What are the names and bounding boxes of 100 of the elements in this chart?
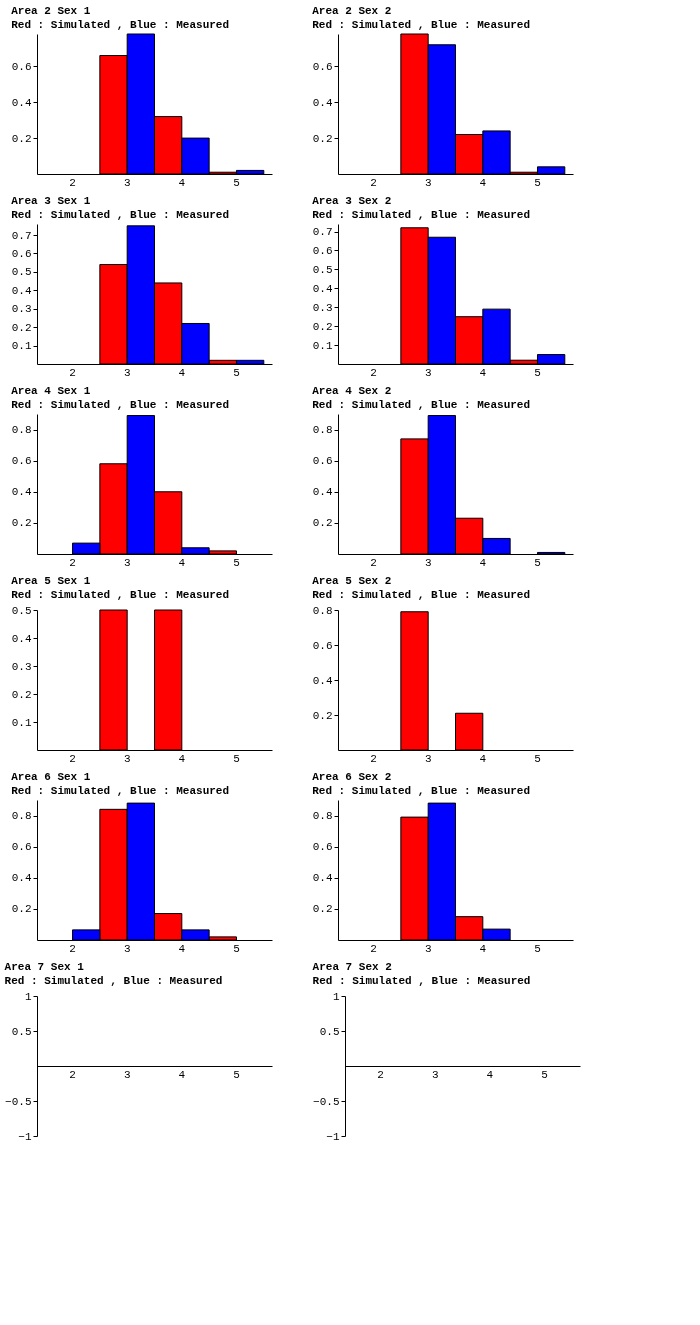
x-tick-label: 5: [233, 752, 240, 765]
x-tick-label: 2: [370, 176, 377, 189]
x-tick-label: 4: [486, 1068, 494, 1081]
y-tick-label: 1: [24, 990, 32, 1003]
y-tick-label: 0.5: [312, 263, 333, 276]
x-tick-label: 4: [479, 556, 487, 569]
y-tick-label: 0.4: [312, 282, 333, 295]
y-tick-label: 0.6: [312, 841, 333, 854]
y-tick-label: 0.5: [319, 1025, 340, 1038]
y-tick-label: 0.6: [11, 247, 32, 260]
x-tick-label: 3: [123, 556, 131, 569]
y-tick-label: 0.6: [312, 455, 333, 468]
x-tick-label: 4: [178, 1068, 186, 1081]
x-tick-label: 3: [123, 366, 131, 379]
y-tick-label: 0.4: [312, 674, 333, 687]
chart-title: Area 5 Sex 1: [11, 575, 91, 587]
x-tick-label: 3: [424, 942, 432, 955]
chart-title: Area 7 Sex 1: [4, 961, 85, 973]
y-tick-label: −0.5: [313, 1095, 340, 1108]
y-tick-label: 0.2: [312, 320, 333, 333]
chart-title: Area 4 Sex 2: [312, 385, 392, 397]
x-tick-label: 3: [431, 1068, 439, 1081]
y-tick-label: 0.2: [312, 132, 333, 145]
x-tick-label: 5: [541, 1068, 548, 1081]
chart-subtitle: Red : Simulated , Blue : Measured: [4, 975, 223, 987]
x-tick-label: 5: [534, 556, 541, 569]
x-tick-label: 2: [69, 556, 76, 569]
y-tick-label: 0.6: [11, 455, 32, 468]
y-tick-label: 0.4: [312, 872, 333, 885]
y-tick-label: 0.6: [312, 60, 333, 73]
x-tick-label: 5: [534, 176, 541, 189]
x-tick-label: 2: [69, 752, 76, 765]
y-tick-label: 0.5: [11, 1025, 32, 1038]
x-tick-label: 4: [479, 942, 487, 955]
x-tick-label: 5: [534, 942, 541, 955]
y-tick-label: 0.4: [11, 632, 32, 645]
y-tick-label: 0.8: [11, 424, 32, 437]
x-tick-label: 5: [233, 942, 240, 955]
chart-title: Area 7 Sex 2: [312, 961, 392, 973]
x-tick-label: 3: [123, 1068, 131, 1081]
y-tick-label: 0.2: [312, 903, 333, 916]
y-tick-label: 0.2: [11, 321, 32, 334]
y-tick-label: 0.4: [312, 96, 333, 109]
chart-subtitle: Red : Simulated , Blue : Measured: [11, 785, 230, 797]
y-tick-label: 0.4: [11, 96, 32, 109]
y-tick-label: 0.5: [11, 604, 32, 617]
y-tick-label: 0.6: [312, 639, 333, 652]
chart-subtitle: Red : Simulated , Blue : Measured: [312, 399, 531, 411]
x-tick-label: 3: [123, 176, 131, 189]
y-tick-label: 0.2: [312, 517, 333, 530]
chart-subtitle: Red : Simulated , Blue : Measured: [11, 399, 230, 411]
x-tick-label: 3: [424, 556, 432, 569]
chart-title: Area 2 Sex 2: [312, 4, 392, 17]
x-tick-label: 2: [370, 942, 377, 955]
y-tick-label: 0.3: [11, 303, 32, 316]
y-tick-label: 0.4: [312, 486, 333, 499]
x-tick-label: 2: [370, 366, 377, 379]
y-tick-label: 0.6: [11, 60, 32, 73]
x-tick-label: 5: [233, 366, 240, 379]
chart-title: Area 3 Sex 2: [312, 195, 392, 207]
y-tick-label: 0.2: [312, 709, 333, 722]
x-tick-label: 4: [178, 176, 186, 189]
y-tick-label: 0.1: [312, 339, 333, 352]
x-tick-label: 3: [424, 176, 432, 189]
x-tick-label: 4: [479, 752, 487, 765]
chart-subtitle: Red : Simulated , Blue : Measured: [312, 589, 531, 601]
y-tick-label: 0.7: [11, 229, 32, 242]
x-tick-label: 2: [69, 176, 76, 189]
y-tick-label: 0.2: [11, 517, 32, 530]
x-tick-label: 5: [233, 556, 240, 569]
y-tick-label: 0.7: [312, 226, 333, 239]
chart-title: Area 4 Sex 1: [11, 385, 91, 397]
y-tick-label: 0.3: [11, 660, 32, 673]
chart-title: Area 5 Sex 2: [312, 575, 392, 587]
y-tick-label: 0.8: [312, 424, 333, 437]
x-tick-label: 2: [69, 1068, 76, 1081]
y-tick-label: 0.6: [312, 244, 333, 257]
x-tick-label: 2: [69, 366, 76, 379]
x-tick-label: 2: [69, 942, 76, 955]
x-tick-label: 2: [370, 752, 377, 765]
y-tick-label: −0.5: [5, 1095, 32, 1108]
x-tick-label: 4: [178, 556, 186, 569]
chart-subtitle: Red : Simulated , Blue : Measured: [312, 209, 531, 221]
x-tick-label: 4: [479, 176, 487, 189]
x-tick-label: 4: [178, 942, 186, 955]
y-tick-label: 0.2: [11, 688, 32, 701]
chart-subtitle: Red : Simulated , Blue : Measured: [11, 209, 230, 221]
chart-title: Area 2 Sex 1: [11, 4, 91, 17]
y-tick-label: 0.8: [11, 810, 32, 823]
y-tick-label: 0.1: [11, 340, 32, 353]
y-tick-label: 0.2: [11, 132, 32, 145]
y-tick-label: 0.6: [11, 841, 32, 854]
x-tick-label: 4: [178, 366, 186, 379]
y-tick-label: 0.8: [312, 604, 333, 617]
x-tick-label: 5: [534, 752, 541, 765]
x-tick-label: 4: [479, 366, 487, 379]
x-tick-label: 2: [370, 556, 377, 569]
x-tick-label: 3: [123, 752, 131, 765]
y-tick-label: 0.4: [11, 284, 32, 297]
chart-title: Area 6 Sex 1: [11, 771, 91, 783]
